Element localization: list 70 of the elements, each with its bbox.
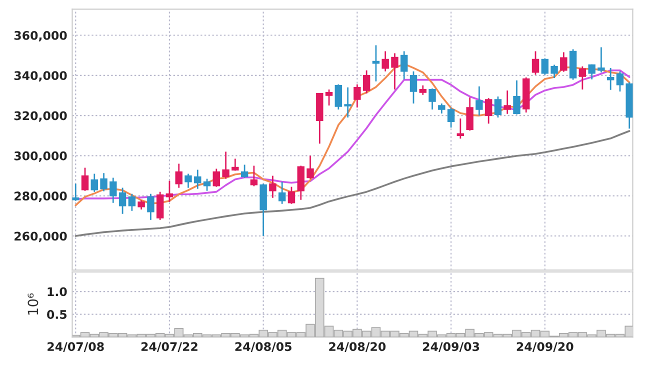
candlestick xyxy=(194,169,202,190)
candlestick xyxy=(250,165,258,187)
candlestick xyxy=(278,181,286,205)
y-axis-title: 10⁶ xyxy=(28,293,38,315)
y-tick-label: 1.0 xyxy=(48,287,67,296)
candlestick xyxy=(184,173,192,188)
candlestick xyxy=(110,177,117,204)
candlestick xyxy=(504,90,511,115)
candlestick xyxy=(428,88,436,110)
candlestick xyxy=(222,150,230,180)
candlestick xyxy=(410,70,418,104)
candlestick xyxy=(606,67,614,91)
y-tick-label: 260,000 xyxy=(14,232,67,242)
candlestick xyxy=(372,44,380,82)
candlestick xyxy=(72,183,80,202)
y-tick-label: 0.5 xyxy=(47,310,67,319)
x-tick-label: 24/07/22 xyxy=(141,342,198,352)
x-tick-label: 24/08/05 xyxy=(235,342,292,352)
y-tick-label: 360,000 xyxy=(14,30,67,42)
candlestick xyxy=(476,86,483,116)
candlestick xyxy=(175,163,182,188)
candlestick xyxy=(147,193,154,221)
x-tick-label: 24/08/20 xyxy=(329,342,386,352)
candlestick xyxy=(212,168,220,188)
candlestick xyxy=(616,70,624,92)
candlestick xyxy=(138,200,145,210)
candlestick xyxy=(128,193,136,212)
candlestick xyxy=(334,84,342,110)
candlestick xyxy=(391,52,398,90)
candlestick xyxy=(578,66,586,90)
candlestick xyxy=(118,187,126,215)
candlestick xyxy=(438,102,446,114)
candlestick xyxy=(100,172,108,192)
candlestick xyxy=(382,50,389,72)
candlestick xyxy=(598,46,605,74)
candlestick xyxy=(325,88,333,106)
candlestick xyxy=(81,167,89,192)
candlestick xyxy=(513,80,520,116)
candlestick xyxy=(354,84,361,108)
candlestick xyxy=(344,86,352,118)
candlestick xyxy=(232,158,239,172)
candlestick xyxy=(400,50,408,80)
candlestick xyxy=(362,70,370,94)
candlestick xyxy=(447,106,455,128)
candlestick xyxy=(588,64,596,80)
candlestick xyxy=(560,52,568,72)
candlestick xyxy=(90,173,98,193)
line-series xyxy=(74,130,630,237)
candlestick xyxy=(550,64,558,79)
x-tick-label: 24/07/08 xyxy=(48,342,104,352)
candlestick xyxy=(166,180,174,203)
candlestick xyxy=(466,96,474,132)
candlestick xyxy=(484,97,492,124)
candlestick xyxy=(269,175,276,199)
candlestick xyxy=(456,118,464,140)
candlestick xyxy=(419,84,426,96)
y-tick-label: 320,000 xyxy=(14,111,67,122)
candlestick xyxy=(306,154,314,180)
candlestick xyxy=(203,178,211,192)
candlestick xyxy=(494,96,502,118)
candlestick xyxy=(240,164,248,178)
candlestick xyxy=(156,191,164,221)
candlestick xyxy=(541,58,549,76)
candlestick xyxy=(532,50,540,76)
y-tick-label: 300,000 xyxy=(14,151,67,162)
candlestick xyxy=(288,186,296,205)
x-tick-label: 24/09/03 xyxy=(423,342,480,352)
y-tick-label: 340,000 xyxy=(14,71,67,82)
y-tick-label: 280,000 xyxy=(14,192,67,202)
x-tick-label: 24/09/20 xyxy=(516,342,574,352)
